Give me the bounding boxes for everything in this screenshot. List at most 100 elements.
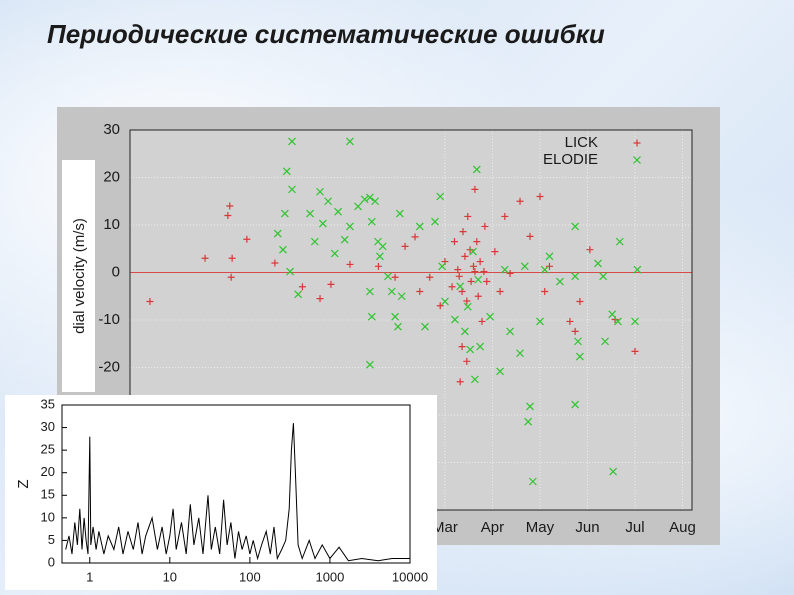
point bbox=[286, 267, 295, 276]
point bbox=[367, 217, 376, 226]
point bbox=[466, 246, 474, 254]
point bbox=[365, 360, 374, 369]
point bbox=[375, 252, 384, 261]
point bbox=[411, 233, 419, 241]
inset-y-axis-label: Z bbox=[15, 479, 32, 488]
point bbox=[374, 262, 382, 270]
point bbox=[481, 222, 489, 230]
point bbox=[224, 212, 232, 219]
point bbox=[545, 252, 554, 261]
point bbox=[340, 235, 349, 244]
point bbox=[469, 262, 477, 270]
x-tick-label: May bbox=[526, 519, 555, 536]
point bbox=[448, 283, 456, 291]
point bbox=[526, 402, 534, 411]
point bbox=[460, 327, 469, 336]
point bbox=[474, 292, 482, 300]
x-tick-label: 100 bbox=[239, 569, 261, 584]
point bbox=[243, 235, 251, 243]
point bbox=[586, 246, 594, 254]
point bbox=[387, 287, 396, 296]
point bbox=[463, 297, 471, 305]
point bbox=[470, 375, 479, 384]
point bbox=[526, 232, 534, 240]
y-tick-label: 30 bbox=[41, 419, 55, 434]
point bbox=[516, 349, 524, 358]
point bbox=[458, 343, 466, 351]
point bbox=[463, 302, 472, 311]
x-tick-label: Jul bbox=[625, 519, 644, 536]
inset-chart: 0 5 10 15 20 25 30 35 1 10 100 1000 10000 bbox=[41, 396, 429, 584]
point bbox=[506, 269, 514, 277]
point bbox=[395, 209, 404, 218]
y-tick-label: 0 bbox=[112, 263, 120, 280]
point bbox=[480, 268, 488, 276]
point bbox=[520, 262, 529, 271]
point bbox=[571, 400, 580, 409]
point bbox=[365, 193, 374, 202]
point bbox=[613, 317, 622, 326]
ylabel-box bbox=[62, 160, 95, 392]
y-tick-label: 0 bbox=[48, 554, 55, 569]
y-tick-label: 20 bbox=[41, 464, 55, 479]
point bbox=[574, 337, 582, 346]
point bbox=[633, 265, 642, 274]
point bbox=[294, 290, 303, 299]
y-tick-label: 25 bbox=[41, 442, 55, 457]
point bbox=[397, 292, 406, 301]
y-tick-label: 20 bbox=[103, 168, 120, 185]
point bbox=[464, 212, 472, 220]
point bbox=[474, 275, 483, 284]
point bbox=[436, 302, 444, 310]
point bbox=[415, 222, 424, 231]
point bbox=[279, 245, 287, 254]
point bbox=[631, 317, 639, 326]
point bbox=[486, 312, 495, 321]
point bbox=[524, 417, 533, 426]
point bbox=[391, 312, 400, 321]
point bbox=[516, 197, 524, 205]
point bbox=[536, 193, 544, 200]
point bbox=[463, 357, 471, 365]
point bbox=[545, 262, 553, 270]
point bbox=[318, 219, 327, 228]
x-tick-label: Apr bbox=[481, 519, 504, 536]
point bbox=[288, 185, 296, 194]
point bbox=[426, 273, 434, 281]
point bbox=[458, 288, 466, 295]
point bbox=[615, 237, 624, 246]
point bbox=[609, 467, 618, 476]
point bbox=[441, 297, 449, 306]
x-tick-label: 10000 bbox=[392, 569, 428, 584]
point bbox=[436, 192, 445, 201]
point bbox=[391, 273, 399, 281]
point bbox=[360, 195, 369, 204]
point bbox=[576, 297, 584, 305]
point bbox=[346, 137, 354, 146]
point bbox=[367, 312, 376, 321]
point bbox=[282, 167, 291, 176]
point bbox=[501, 212, 509, 220]
point bbox=[506, 327, 514, 336]
x-tick-label: Aug bbox=[669, 519, 696, 536]
point bbox=[472, 165, 481, 174]
point bbox=[556, 277, 564, 286]
x-tick-label: Mar bbox=[432, 519, 458, 536]
point bbox=[571, 327, 579, 335]
point bbox=[566, 317, 574, 325]
point bbox=[454, 266, 462, 274]
point bbox=[273, 229, 282, 238]
y-tick-label: -10 bbox=[98, 311, 120, 328]
point bbox=[316, 187, 324, 196]
point bbox=[467, 278, 475, 286]
point bbox=[365, 287, 374, 296]
point bbox=[401, 242, 409, 250]
point bbox=[571, 272, 580, 281]
point bbox=[476, 258, 484, 266]
x-tick-label: 10 bbox=[163, 569, 177, 584]
y-tick-label: 10 bbox=[41, 509, 55, 524]
point bbox=[466, 345, 475, 354]
point bbox=[575, 352, 584, 361]
point bbox=[536, 317, 544, 326]
point bbox=[528, 477, 537, 486]
